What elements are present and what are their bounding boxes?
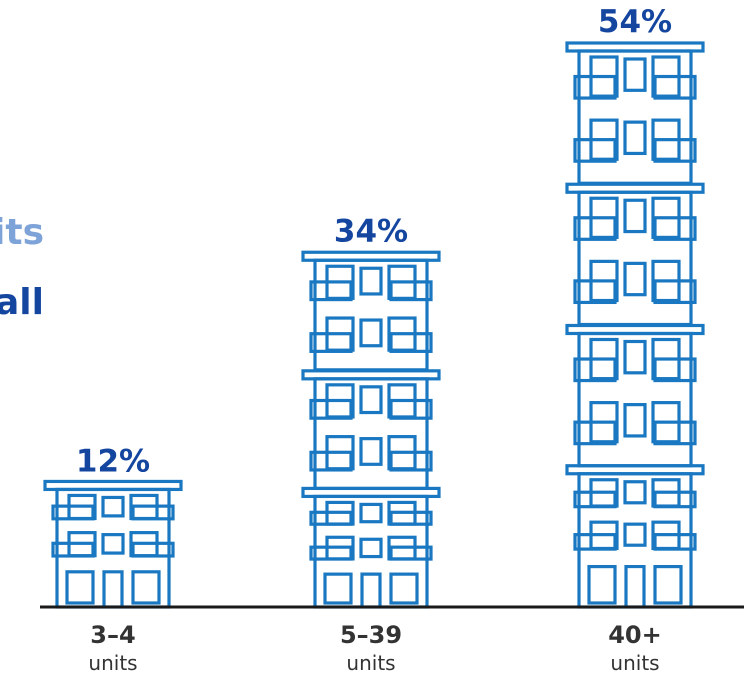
- headline-line-2: all: [0, 282, 44, 323]
- category-label-2: 5–39: [340, 621, 402, 649]
- headline-line-1: nits: [0, 212, 44, 253]
- category-sublabel-2: units: [346, 651, 395, 675]
- category-sublabel-3: units: [610, 651, 659, 675]
- bar-building-3: [565, 41, 705, 609]
- value-label-1: 12%: [76, 443, 150, 479]
- value-label-2: 34%: [334, 213, 408, 249]
- bar-building-2: [301, 250, 441, 609]
- category-label-3: 40+: [608, 621, 662, 649]
- bars-layer: [43, 41, 705, 609]
- category-sublabel-1: units: [88, 651, 137, 675]
- value-label-3: 54%: [598, 4, 672, 40]
- bar-building-1: [43, 479, 183, 609]
- category-label-1: 3–4: [90, 621, 135, 649]
